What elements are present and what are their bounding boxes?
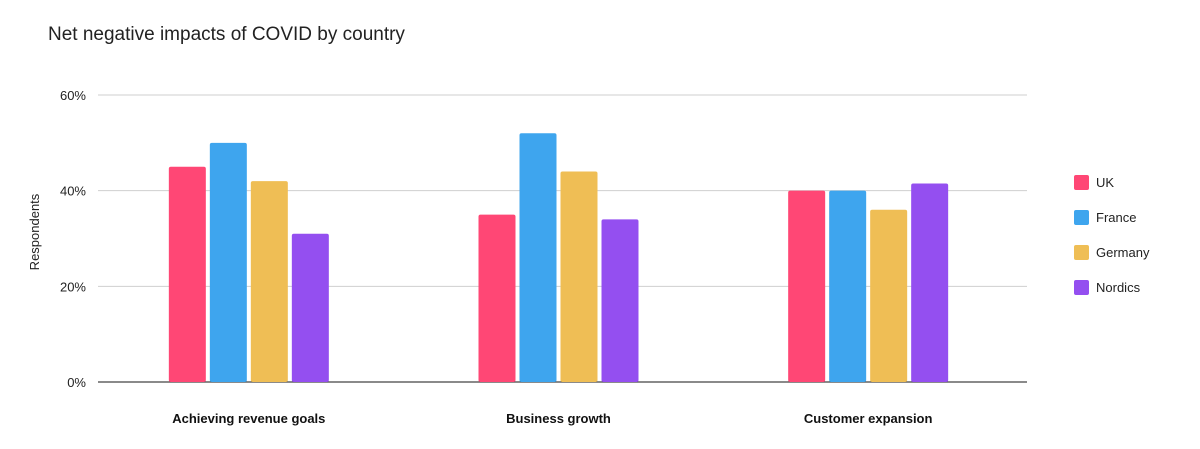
bar-uk-3 [788, 190, 826, 382]
bar-uk-2 [478, 214, 516, 382]
y-tick-label: 60% [60, 88, 86, 103]
y-tick-label: 0% [67, 375, 86, 390]
y-tick-label: 20% [60, 279, 86, 294]
chart-title: Net negative impacts of COVID by country [48, 24, 405, 45]
legend-label-france: France [1096, 210, 1136, 225]
legend-swatch-uk [1074, 175, 1089, 190]
legend-swatch-germany [1074, 245, 1089, 260]
category-label: Customer expansion [804, 411, 933, 426]
bars [168, 133, 949, 382]
bar-france-3 [829, 190, 867, 382]
bar-germany-3 [870, 209, 908, 382]
category-label: Business growth [506, 411, 611, 426]
legend-swatch-nordics [1074, 280, 1089, 295]
legend-swatch-france [1074, 210, 1089, 225]
bar-germany-2 [560, 171, 598, 382]
y-axis-label: Respondents [27, 193, 42, 270]
bar-france-1 [209, 142, 247, 382]
bar-nordics-1 [291, 233, 329, 382]
legend-label-germany: Germany [1096, 245, 1150, 260]
bar-germany-1 [250, 181, 288, 382]
legend-label-nordics: Nordics [1096, 280, 1141, 295]
legend: UK France Germany Nordics [1074, 175, 1150, 295]
bar-france-2 [519, 133, 557, 382]
category-label: Achieving revenue goals [172, 411, 325, 426]
legend-label-uk: UK [1096, 175, 1114, 190]
bar-nordics-2 [601, 219, 639, 382]
category-labels: Achieving revenue goals Business growth Cu… [172, 411, 932, 426]
y-tick-label: 40% [60, 184, 86, 199]
bar-nordics-3 [911, 183, 949, 382]
y-tick-labels: 0% 20% 40% 60% [60, 88, 86, 390]
bar-uk-1 [168, 166, 206, 382]
